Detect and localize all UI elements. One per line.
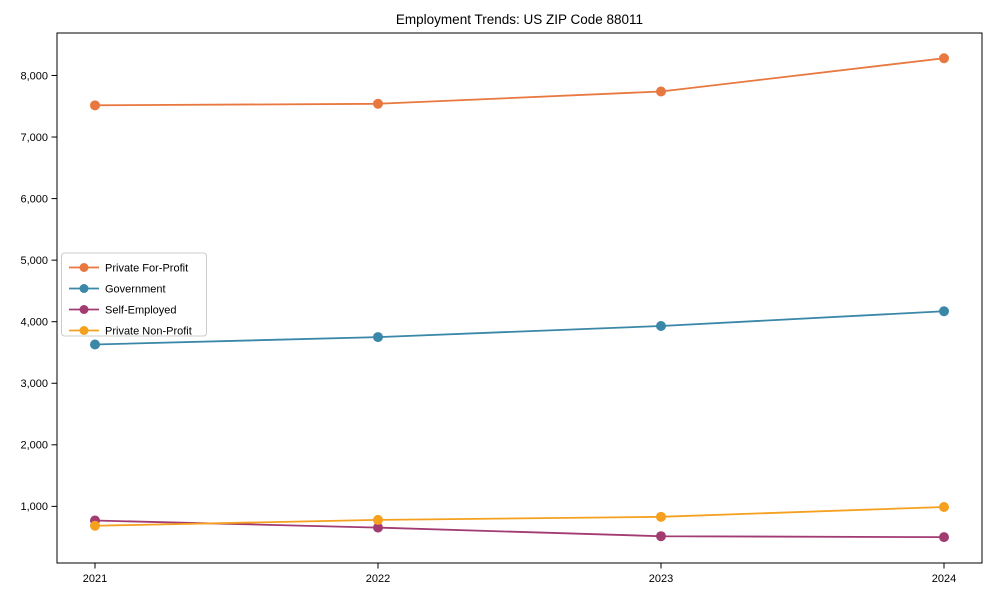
legend-marker-icon [79,305,89,314]
data-point-private-for-profit [90,100,100,111]
legend-marker-icon [79,263,89,272]
data-point-private-for-profit [939,53,949,64]
legend-marker-icon [79,284,89,293]
y-axis-tick-label: 7,000 [20,132,48,144]
legend-item-label-private-non-profit: Private Non-Profit [105,325,192,337]
y-axis: 1,000 2,000 3,000 4,000 5,000 6,000 7,000 8,000 [20,70,57,513]
x-axis-tick-label: 2022 [366,573,390,585]
y-axis-tick-label: 3,000 [20,378,48,390]
plot-border [56,32,983,564]
series-group [90,53,949,543]
legend-item-label-private-for-profit: Private For-Profit [105,262,188,274]
data-point-private-non-profit [656,511,666,522]
legend-box [61,252,207,337]
data-point-self-employed [656,531,666,542]
series-line-self-employed [94,519,945,539]
data-point-government [90,339,100,350]
data-point-private-for-profit [373,98,383,109]
data-point-private-non-profit [373,514,383,525]
y-axis-tick-label: 5,000 [20,255,48,267]
y-axis-tick-label: 8,000 [20,70,48,82]
data-point-private-non-profit [90,520,100,531]
series-line-private-non-profit [94,506,945,527]
y-axis-tick-label: 2,000 [20,440,48,452]
legend-item-label-government: Government [105,283,166,295]
data-point-self-employed [373,522,383,533]
series-line-private-for-profit [94,57,945,107]
data-point-private-for-profit [656,86,666,97]
y-axis-tick-label: 6,000 [20,193,48,205]
x-axis-tick-label: 2023 [649,573,673,585]
legend-item-label-self-employed: Self-Employed [105,304,177,316]
y-axis-tick-label: 1,000 [20,501,48,513]
data-point-government [939,306,949,317]
data-point-private-non-profit [939,501,949,512]
x-axis-tick-label: 2021 [83,573,107,585]
data-point-government [373,332,383,343]
legend: Private For-Profit Government Self-Employe… [61,252,207,337]
series-line-government [94,310,945,346]
data-point-self-employed [939,532,949,543]
y-axis-tick-label: 4,000 [20,316,48,328]
legend-marker-icon [79,326,89,335]
chart-title: Employment Trends: US ZIP Code 88011 [396,12,643,27]
data-point-government [656,321,666,332]
x-axis-tick-label: 2024 [932,573,956,585]
x-axis: 2021 2022 2023 2024 [83,563,956,585]
